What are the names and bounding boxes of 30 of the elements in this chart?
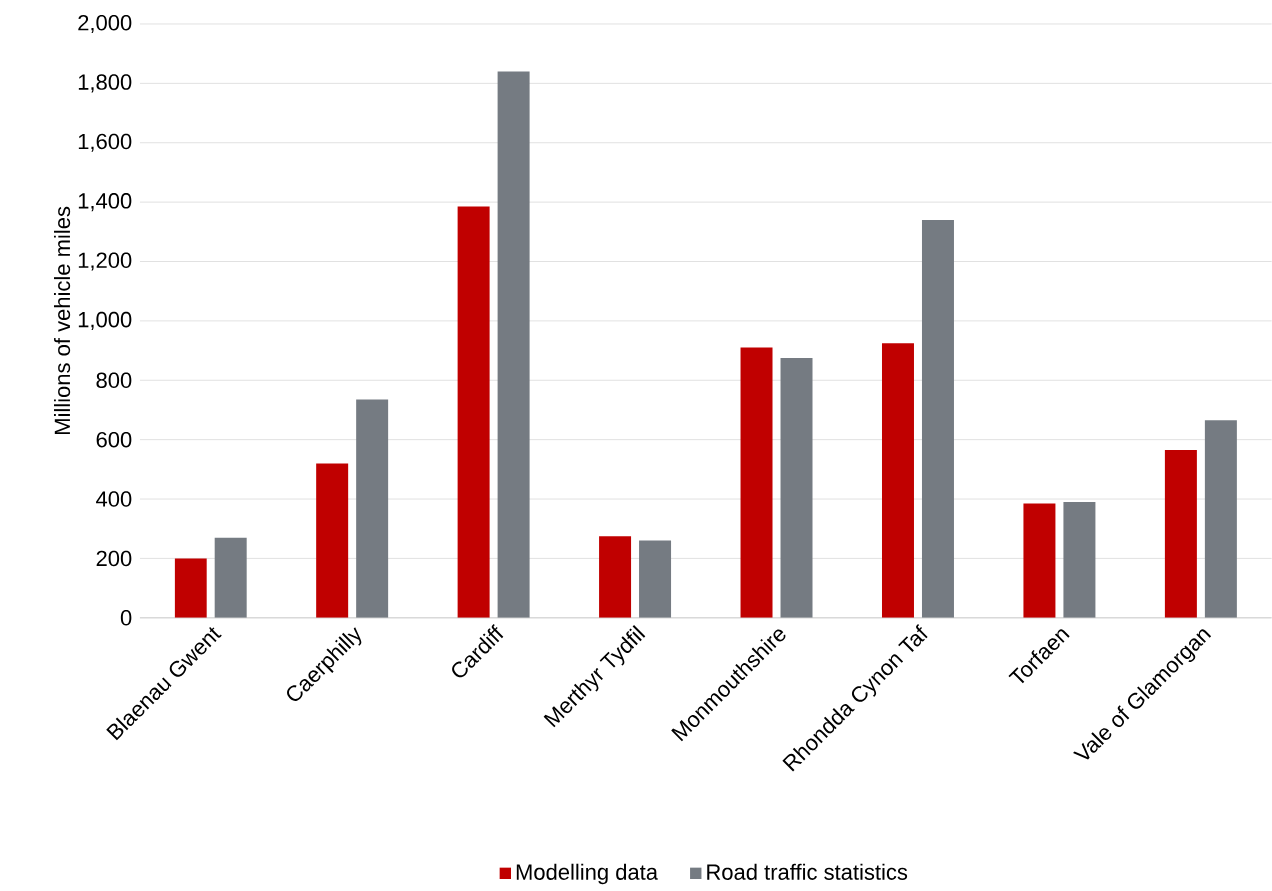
bar xyxy=(1063,502,1096,618)
bar xyxy=(356,399,389,618)
y-tick-label: 2,000 xyxy=(78,14,132,34)
y-tick-label: 200 xyxy=(96,550,132,567)
y-tick-label: 1,200 xyxy=(78,252,132,271)
legend-label: Road traffic statistics xyxy=(707,863,908,880)
y-tick-label: 600 xyxy=(96,431,132,448)
bar xyxy=(174,558,207,618)
y-tick-label: 1,400 xyxy=(78,193,132,212)
bar xyxy=(497,71,530,618)
bar xyxy=(1023,503,1056,618)
y-tick-label: 1,600 xyxy=(78,133,132,152)
bar xyxy=(881,343,914,618)
y-tick-label: 400 xyxy=(96,491,132,507)
bar xyxy=(740,347,773,618)
y-tick-label: 0 xyxy=(120,610,132,626)
bar xyxy=(1164,450,1197,618)
bar xyxy=(921,219,954,618)
bar xyxy=(214,537,247,618)
bar xyxy=(599,536,632,618)
y-tick-label: 1,800 xyxy=(78,74,132,93)
bar xyxy=(639,540,672,618)
y-tick-label: 1,000 xyxy=(78,311,132,330)
bar xyxy=(457,206,490,618)
legend-label: Modelling data xyxy=(516,863,659,885)
y-axis-title: Millions of vehicle miles xyxy=(53,206,71,434)
y-tick-label: 800 xyxy=(96,372,132,389)
bar xyxy=(316,463,349,618)
bar xyxy=(780,358,813,618)
bar xyxy=(1204,420,1237,618)
